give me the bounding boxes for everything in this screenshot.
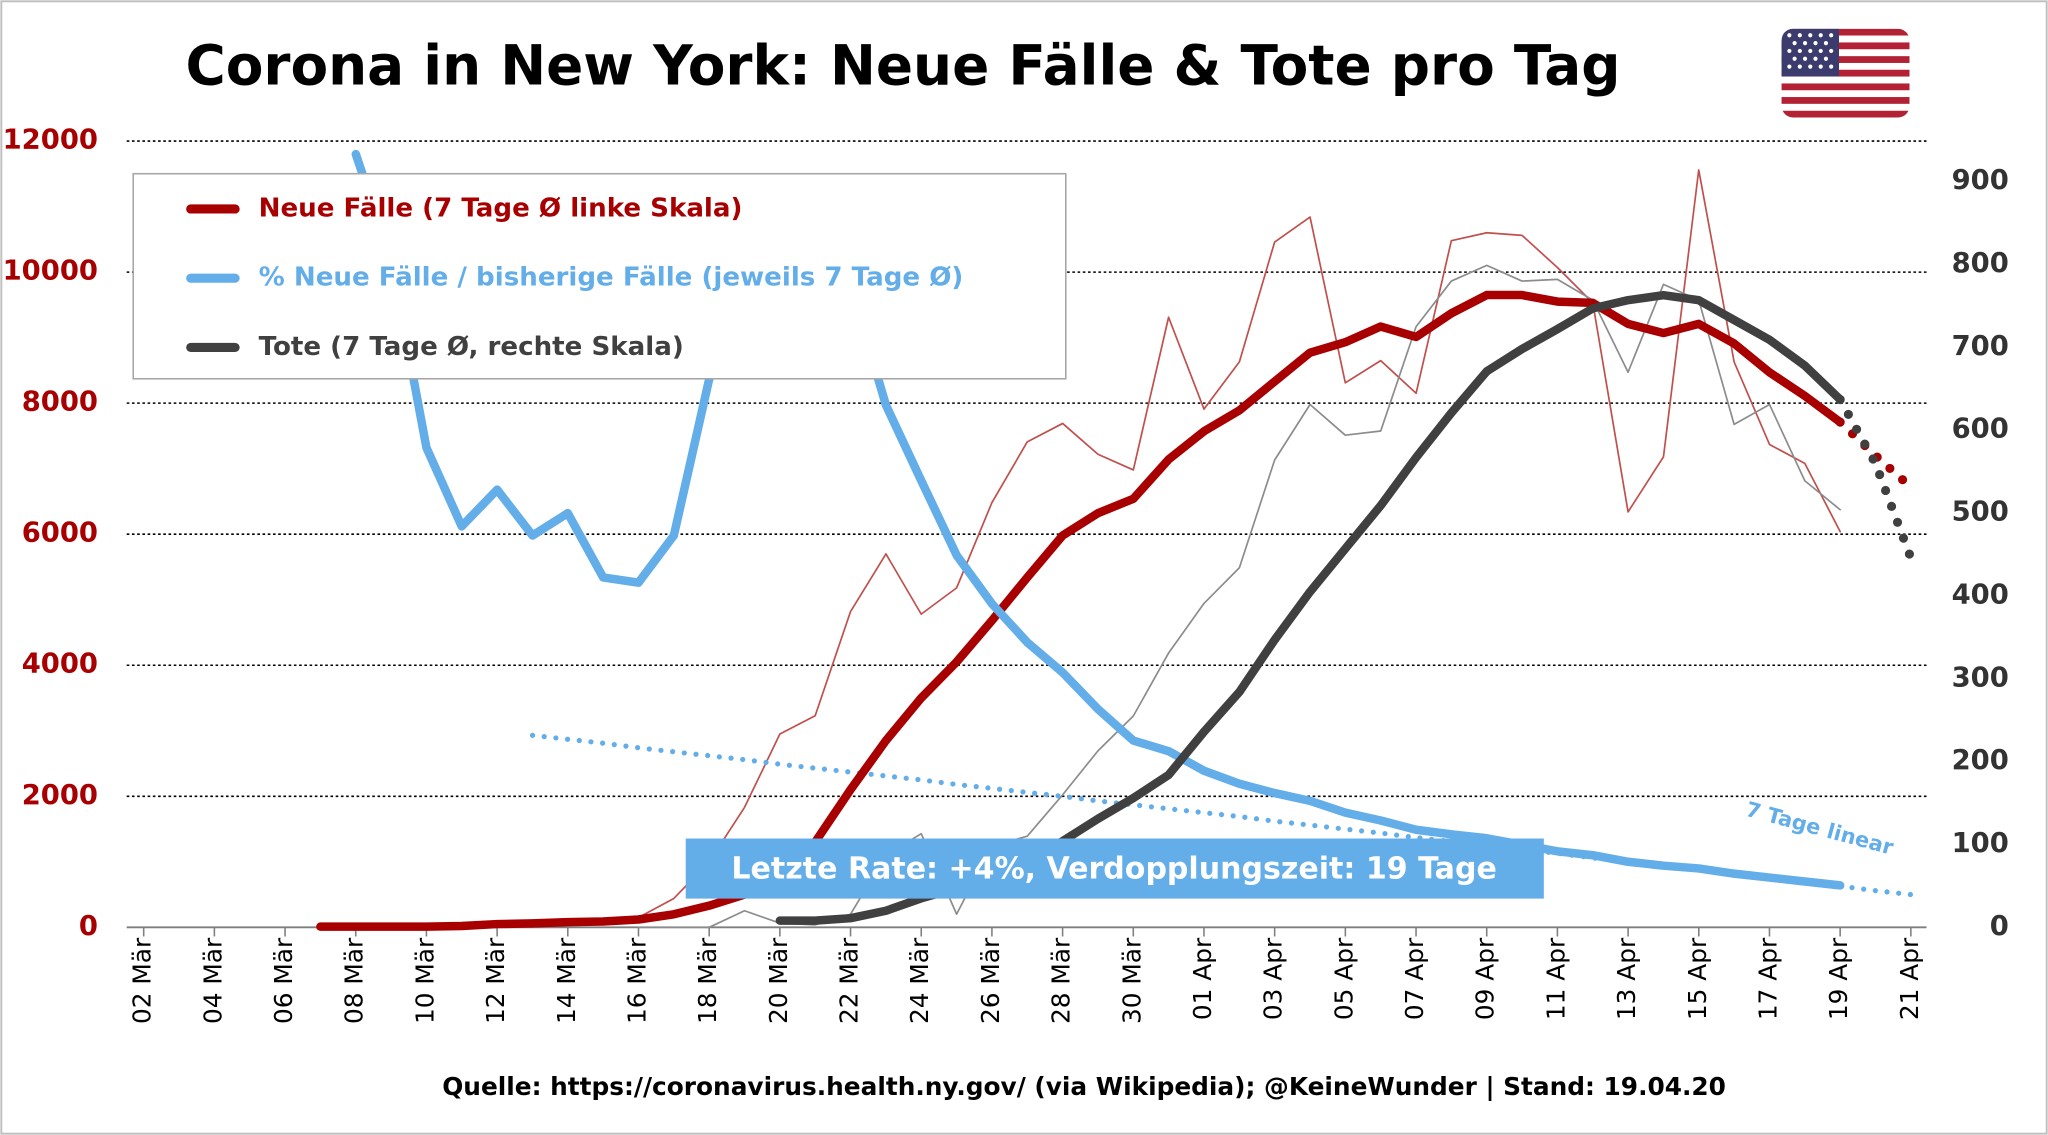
x-tick-label: 09 Apr <box>1471 937 1500 1020</box>
x-tick-label: 10 Mär <box>410 937 439 1024</box>
y-tick-label: 4000 <box>22 649 98 680</box>
x-tick-label: 24 Mär <box>905 937 934 1024</box>
legend: Neue Fälle (7 Tage Ø linke Skala) % Neue … <box>132 172 1067 380</box>
x-tick-label: 21 Apr <box>1895 937 1924 1020</box>
flag <box>1781 28 1910 118</box>
y2-tick-label: 700 <box>1952 331 2009 362</box>
y-tick-label: 6000 <box>22 518 98 549</box>
x-tick-label: 18 Mär <box>693 937 722 1024</box>
x-tick-label: 15 Apr <box>1683 937 1712 1020</box>
x-tick-label: 13 Apr <box>1612 937 1641 1020</box>
y2-tick-label: 800 <box>1952 248 2009 279</box>
x-tick-label: 07 Apr <box>1400 937 1429 1020</box>
x-tick-label: 22 Mär <box>835 937 864 1024</box>
legend-label: Tote (7 Tage Ø, rechte Skala) <box>259 332 684 362</box>
x-tick-label: 03 Apr <box>1259 937 1288 1020</box>
projection-line <box>1835 394 1916 563</box>
x-tick-label: 20 Mär <box>764 937 793 1024</box>
x-tick-label: 30 Mär <box>1117 937 1146 1024</box>
x-tick-label: 28 Mär <box>1047 937 1076 1024</box>
y2-tick-label: 300 <box>1952 662 2009 693</box>
annotation-text: Letzte Rate: +4%, Verdopplungszeit: 19 T… <box>731 851 1496 886</box>
x-tick-label: 16 Mär <box>622 937 651 1024</box>
x-tick-label: 08 Mär <box>340 937 369 1024</box>
y-tick-label: 12000 <box>3 125 98 156</box>
x-tick-label: 04 Mär <box>198 937 227 1024</box>
chart-title: Corona in New York: Neue Fälle & Tote pr… <box>185 33 1620 97</box>
x-tick-label: 19 Apr <box>1824 937 1853 1020</box>
series-line <box>351 149 1845 890</box>
x-tick-label: 06 Mär <box>269 937 298 1024</box>
y-tick-label: 8000 <box>22 387 98 418</box>
y2-tick-label: 100 <box>1952 828 2009 859</box>
y2-tick-label: 200 <box>1952 745 2009 776</box>
series-line <box>316 290 1845 931</box>
x-tick-label: 17 Apr <box>1753 937 1782 1020</box>
y-tick-label: 10000 <box>3 256 98 287</box>
y2-tick-label: 400 <box>1952 579 2009 610</box>
x-tick-label: 01 Apr <box>1188 937 1217 1020</box>
x-tick-label: 26 Mär <box>976 937 1005 1024</box>
annotation-box <box>685 838 1544 899</box>
x-tick-label: 14 Mär <box>552 937 581 1024</box>
y-tick-label: 0 <box>79 911 98 942</box>
x-tick-label: 05 Apr <box>1329 937 1358 1020</box>
y2-tick-label: 500 <box>1952 497 2009 528</box>
x-tick-label: 12 Mär <box>481 937 510 1024</box>
y2-tick-label: 900 <box>1952 165 2009 196</box>
y2-tick-label: 600 <box>1952 414 2009 445</box>
y2-tick-label: 0 <box>1990 911 2009 942</box>
legend-label: % Neue Fälle / bisherige Fälle (jeweils … <box>259 263 964 293</box>
x-tick-label: 02 Mär <box>128 937 157 1024</box>
annotation: Letzte Rate: +4%, Verdopplungszeit: 19 T… <box>685 838 1544 899</box>
source-note: Quelle: https://coronavirus.health.ny.go… <box>442 1072 1726 1101</box>
legend-box <box>132 172 1067 380</box>
x-tick-label: 11 Apr <box>1541 937 1570 1020</box>
trend-line <box>529 732 1914 898</box>
y-tick-label: 2000 <box>22 780 98 811</box>
legend-label: Neue Fälle (7 Tage Ø linke Skala) <box>259 193 743 223</box>
grid: 0 2000 4000 6000 8000 10000 12000 0 100 200 300 400… <box>3 125 2009 1024</box>
